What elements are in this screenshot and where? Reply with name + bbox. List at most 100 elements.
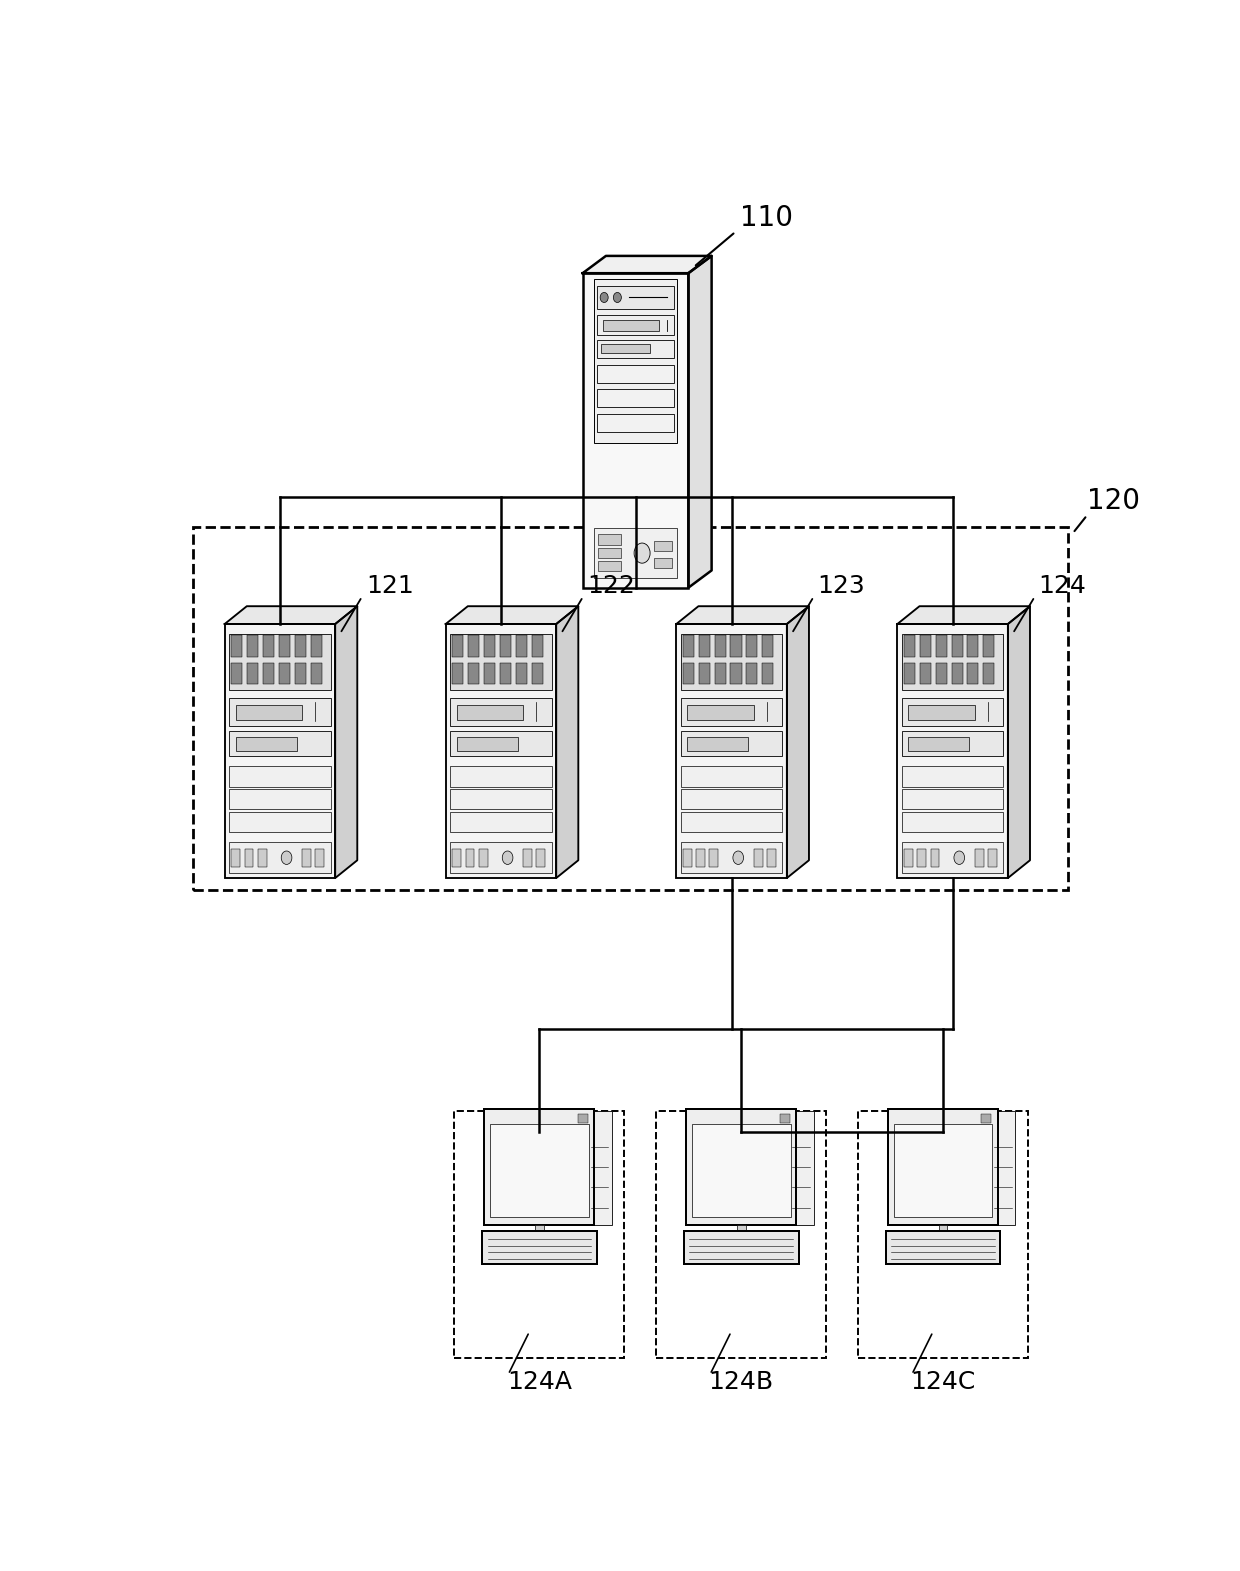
Bar (469, 635, 479, 657)
Bar (484, 635, 495, 657)
Bar (500, 635, 511, 657)
Bar (279, 635, 290, 657)
Polygon shape (1008, 606, 1030, 878)
Bar (450, 731, 552, 756)
Bar (763, 635, 774, 657)
Bar (951, 663, 962, 685)
Bar (247, 663, 258, 685)
Bar (681, 767, 782, 787)
Bar (683, 848, 692, 867)
Circle shape (634, 544, 650, 562)
Bar (983, 635, 994, 657)
Bar (686, 1109, 796, 1225)
Bar (901, 789, 1003, 809)
Bar (537, 848, 546, 867)
Bar (904, 635, 915, 657)
Bar (653, 540, 672, 550)
Bar (485, 1109, 594, 1225)
Bar (523, 848, 532, 867)
Bar (780, 1114, 790, 1123)
Bar (601, 344, 650, 353)
Polygon shape (688, 256, 712, 588)
Bar (975, 848, 983, 867)
Bar (596, 339, 675, 358)
Bar (232, 635, 242, 657)
Bar (247, 635, 258, 657)
Bar (263, 663, 274, 685)
Bar (450, 812, 552, 833)
Bar (295, 663, 306, 685)
Bar (534, 1225, 544, 1243)
Text: 123: 123 (817, 573, 866, 599)
Bar (858, 1112, 1028, 1359)
Bar (909, 737, 970, 751)
Bar (244, 848, 253, 867)
Bar (587, 1112, 611, 1225)
Bar (918, 848, 926, 867)
Bar (936, 663, 946, 685)
Bar (229, 789, 331, 809)
Bar (930, 848, 940, 867)
Text: 124B: 124B (708, 1370, 774, 1393)
Bar (450, 767, 552, 787)
Bar (469, 663, 479, 685)
Bar (920, 635, 931, 657)
Text: 121: 121 (366, 573, 414, 599)
Bar (279, 663, 290, 685)
Circle shape (614, 292, 621, 303)
Bar (450, 635, 552, 690)
Bar (596, 316, 675, 335)
Bar (516, 663, 527, 685)
Bar (768, 848, 776, 867)
Polygon shape (557, 606, 578, 878)
Bar (904, 663, 915, 685)
Circle shape (502, 851, 513, 864)
Bar (901, 812, 1003, 833)
Text: 120: 120 (1087, 487, 1140, 515)
Bar (901, 842, 1003, 873)
Bar (596, 413, 675, 432)
Bar (450, 842, 552, 873)
Bar (901, 698, 1003, 726)
Bar (789, 1112, 813, 1225)
Bar (578, 1114, 588, 1123)
Bar (532, 635, 543, 657)
Bar (730, 663, 742, 685)
Bar (714, 635, 725, 657)
Bar (229, 767, 331, 787)
Bar (699, 635, 709, 657)
Bar (696, 848, 706, 867)
Bar (453, 848, 461, 867)
Bar (236, 705, 303, 720)
Bar (983, 663, 994, 685)
Bar (683, 635, 694, 657)
Bar (681, 731, 782, 756)
Polygon shape (445, 606, 578, 624)
Bar (939, 1225, 947, 1243)
Bar (229, 731, 331, 756)
Bar (596, 364, 675, 382)
Bar (982, 1114, 992, 1123)
Bar (594, 280, 677, 443)
Bar (888, 1109, 998, 1225)
Bar (951, 635, 962, 657)
Bar (596, 286, 675, 309)
Bar (901, 767, 1003, 787)
Bar (232, 848, 241, 867)
Bar (224, 624, 335, 878)
Bar (737, 1225, 745, 1243)
Bar (894, 1125, 992, 1216)
Bar (901, 635, 1003, 690)
Bar (295, 635, 306, 657)
Bar (653, 558, 672, 569)
Bar (901, 731, 1003, 756)
Bar (598, 534, 621, 545)
Bar (450, 789, 552, 809)
Bar (484, 663, 495, 685)
Bar (594, 528, 677, 578)
Bar (229, 635, 331, 690)
Polygon shape (898, 606, 1030, 624)
Bar (692, 1125, 791, 1216)
Polygon shape (224, 606, 357, 624)
Bar (229, 842, 331, 873)
